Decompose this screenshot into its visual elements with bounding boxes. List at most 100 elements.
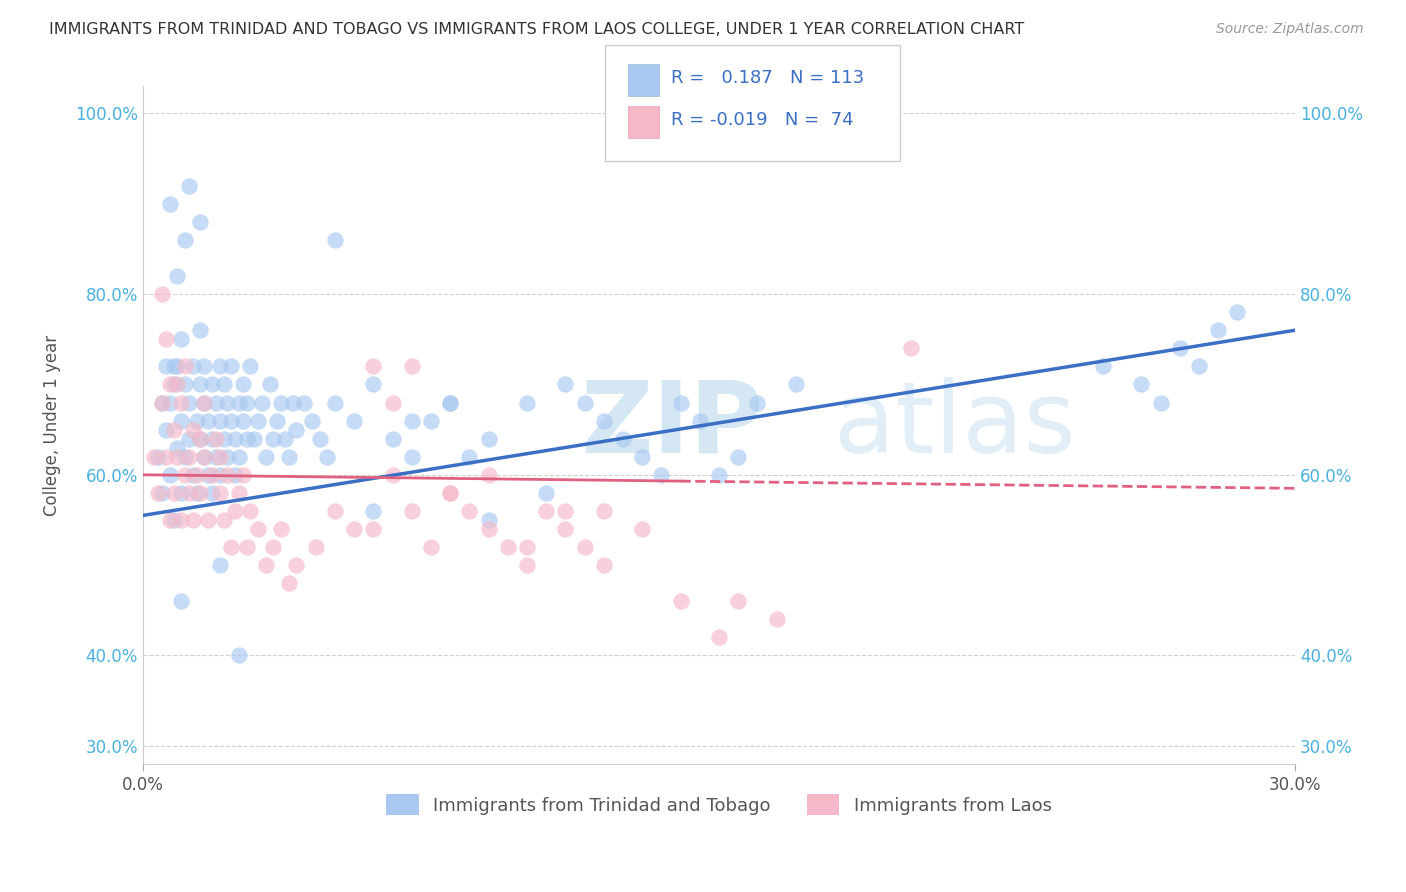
Point [166, 450, 188, 464]
Point [177, 450, 200, 464]
Point [208, 450, 231, 464]
Point [212, 432, 235, 446]
Point [259, 377, 281, 392]
Point [1168, 341, 1191, 355]
Point [592, 504, 614, 518]
Point [477, 522, 499, 536]
Point [190, 432, 212, 446]
Point [143, 450, 166, 464]
Point [343, 522, 366, 536]
Point [262, 432, 284, 446]
Point [574, 540, 596, 554]
Text: atlas: atlas [834, 376, 1076, 474]
Point [177, 395, 200, 409]
Point [419, 413, 441, 427]
Point [554, 377, 576, 392]
Point [1130, 377, 1153, 392]
Text: Source: ZipAtlas.com: Source: ZipAtlas.com [1216, 22, 1364, 37]
Point [1091, 359, 1114, 374]
Point [381, 432, 404, 446]
Point [631, 522, 654, 536]
Point [159, 377, 181, 392]
Point [689, 413, 711, 427]
Point [363, 377, 385, 392]
Point [162, 486, 184, 500]
Point [707, 631, 730, 645]
Point [148, 486, 170, 500]
Point [166, 359, 188, 374]
Point [186, 467, 208, 482]
Point [217, 450, 239, 464]
Point [439, 486, 461, 500]
Point [247, 522, 270, 536]
Text: R = -0.019   N =  74: R = -0.019 N = 74 [671, 112, 853, 129]
Point [181, 513, 204, 527]
Point [197, 467, 219, 482]
Point [170, 594, 193, 608]
Point [155, 359, 177, 374]
Point [197, 513, 219, 527]
Point [439, 486, 461, 500]
Point [301, 413, 323, 427]
Point [239, 504, 262, 518]
Point [170, 486, 193, 500]
Point [166, 441, 188, 455]
Point [219, 359, 242, 374]
Point [285, 558, 308, 573]
Point [631, 450, 654, 464]
Point [162, 513, 184, 527]
Point [232, 467, 254, 482]
Point [190, 486, 212, 500]
Y-axis label: College, Under 1 year: College, Under 1 year [44, 334, 60, 516]
Point [193, 359, 215, 374]
Point [592, 558, 614, 573]
Point [727, 594, 749, 608]
Point [170, 332, 193, 346]
Point [477, 432, 499, 446]
Point [190, 215, 212, 229]
Point [401, 504, 423, 518]
Point [212, 513, 235, 527]
Point [401, 359, 423, 374]
Point [208, 486, 231, 500]
Text: ZIP: ZIP [581, 376, 763, 474]
Text: IMMIGRANTS FROM TRINIDAD AND TOBAGO VS IMMIGRANTS FROM LAOS COLLEGE, UNDER 1 YEA: IMMIGRANTS FROM TRINIDAD AND TOBAGO VS I… [49, 22, 1025, 37]
Point [496, 540, 519, 554]
Point [747, 395, 769, 409]
Point [217, 467, 239, 482]
Point [212, 377, 235, 392]
Point [239, 359, 262, 374]
Point [205, 450, 228, 464]
Point [155, 423, 177, 437]
Point [201, 486, 224, 500]
Point [174, 233, 197, 247]
Point [323, 395, 346, 409]
Point [170, 513, 193, 527]
Point [201, 377, 224, 392]
Point [343, 413, 366, 427]
Point [477, 467, 499, 482]
Point [243, 432, 266, 446]
Point [270, 522, 292, 536]
Point [612, 432, 634, 446]
Point [308, 432, 330, 446]
Point [574, 395, 596, 409]
Point [228, 395, 250, 409]
Point [707, 467, 730, 482]
Point [235, 432, 257, 446]
Point [186, 486, 208, 500]
Point [363, 504, 385, 518]
Point [292, 395, 315, 409]
Point [1188, 359, 1211, 374]
Text: R =   0.187   N = 113: R = 0.187 N = 113 [671, 70, 863, 87]
Point [177, 486, 200, 500]
Point [534, 504, 557, 518]
Point [274, 432, 297, 446]
Point [170, 413, 193, 427]
Point [150, 486, 173, 500]
Point [150, 395, 173, 409]
Point [669, 395, 692, 409]
Point [208, 558, 231, 573]
Point [419, 540, 441, 554]
Point [554, 504, 576, 518]
